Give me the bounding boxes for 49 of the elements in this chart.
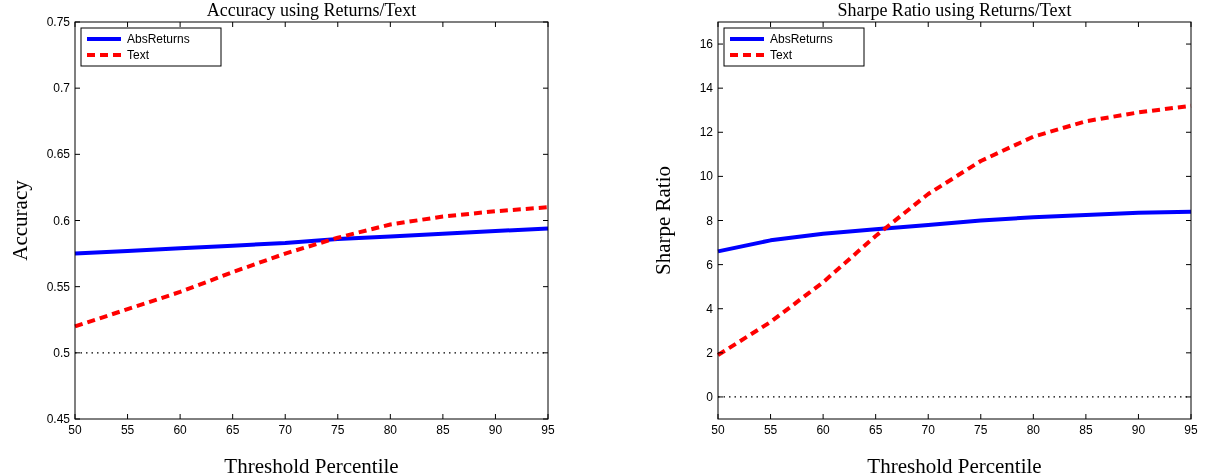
y-tick-label: 16 xyxy=(699,37,714,52)
y-tick-label: 4 xyxy=(706,301,714,316)
y-tick-label: 8 xyxy=(706,213,714,228)
legend-label: AbsReturns xyxy=(127,32,190,46)
x-tick-label: 55 xyxy=(120,423,135,437)
y-tick-label: 6 xyxy=(706,257,714,272)
x-tick-label: 80 xyxy=(1026,423,1041,437)
x-tick-label: 65 xyxy=(868,423,883,437)
x-tick-label: 85 xyxy=(436,423,450,437)
y-tick-label: 2 xyxy=(706,345,714,360)
x-tick-label: 50 xyxy=(68,423,82,437)
y-axis-title: Accuracy xyxy=(8,179,32,261)
x-axis-title: Threshold Percentile xyxy=(867,454,1042,476)
y-axis-title: Sharpe Ratio xyxy=(651,165,675,276)
y-tick-label: 0.7 xyxy=(53,81,71,96)
legend-label: Text xyxy=(770,48,793,62)
x-tick-label: 50 xyxy=(711,423,725,437)
x-axis-title: Threshold Percentile xyxy=(224,454,399,476)
x-tick-label: 75 xyxy=(331,423,345,437)
y-tick-label: 0.5 xyxy=(53,345,71,360)
x-tick-label: 55 xyxy=(763,423,778,437)
x-tick-label: 90 xyxy=(488,423,503,437)
y-tick-label: 0.55 xyxy=(46,279,71,294)
x-tick-label: 60 xyxy=(173,423,188,437)
x-tick-label: 65 xyxy=(225,423,240,437)
x-tick-label: 70 xyxy=(921,423,936,437)
legend-label: AbsReturns xyxy=(770,32,833,46)
line-series xyxy=(73,226,550,256)
y-tick-label: 14 xyxy=(699,81,714,96)
x-tick-label: 95 xyxy=(1184,423,1198,437)
y-tick-label: 10 xyxy=(699,169,714,184)
y-tick-label: 0.65 xyxy=(46,147,71,162)
chart-title: Accuracy using Returns/Text xyxy=(206,0,417,20)
x-tick-label: 95 xyxy=(541,423,555,437)
x-tick-label: 85 xyxy=(1079,423,1093,437)
x-tick-label: 75 xyxy=(974,423,988,437)
line-series xyxy=(716,209,1193,254)
y-tick-label: 12 xyxy=(699,125,714,140)
y-tick-label: 0.6 xyxy=(53,213,71,228)
x-tick-label: 70 xyxy=(278,423,293,437)
chart-title: Sharpe Ratio using Returns/Text xyxy=(837,0,1072,20)
line-series xyxy=(73,205,550,329)
x-tick-label: 60 xyxy=(816,423,831,437)
x-tick-label: 80 xyxy=(383,423,398,437)
y-tick-label: 0.45 xyxy=(46,412,71,426)
x-tick-label: 90 xyxy=(1131,423,1146,437)
legend-label: Text xyxy=(127,48,150,62)
y-tick-label: 0 xyxy=(706,389,714,404)
y-tick-label: 0.75 xyxy=(46,15,71,29)
